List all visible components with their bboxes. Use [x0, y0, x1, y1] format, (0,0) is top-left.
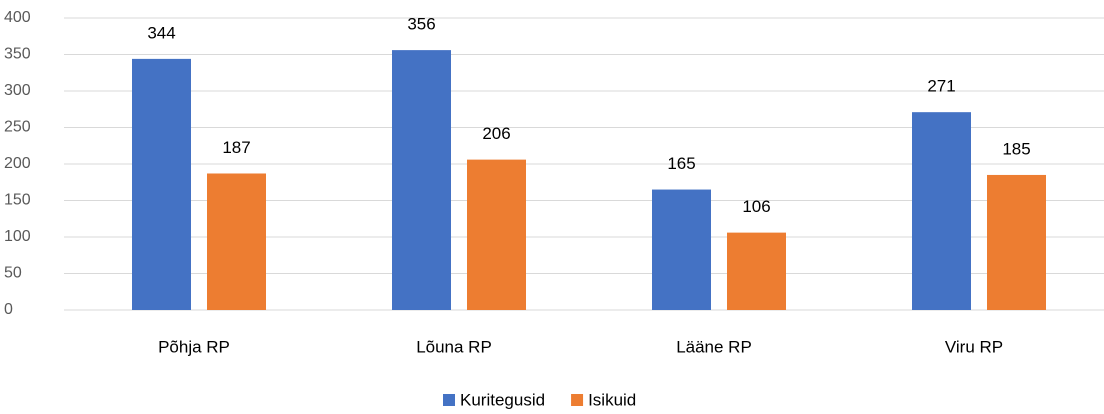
data-label: 106 [742, 197, 770, 216]
y-tick-label: 400 [4, 9, 31, 26]
legend-label: Isikuid [588, 390, 636, 409]
data-label: 271 [927, 77, 955, 96]
x-tick-label: Lõuna RP [416, 337, 492, 356]
y-tick-label: 0 [4, 301, 13, 318]
y-tick-label: 250 [4, 119, 31, 136]
data-label: 356 [407, 15, 435, 34]
bar [392, 50, 451, 311]
y-tick-label: 150 [4, 192, 31, 209]
bar [652, 189, 711, 310]
bar [912, 112, 971, 310]
data-label: 187 [222, 138, 250, 157]
x-tick-label: Põhja RP [158, 337, 230, 356]
data-label: 185 [1002, 139, 1030, 158]
y-tick-label: 50 [4, 265, 22, 282]
data-label: 206 [482, 124, 510, 143]
legend-label: Kuritegusid [460, 390, 545, 409]
bar [727, 232, 786, 310]
x-tick-label: Viru RP [945, 337, 1003, 356]
y-tick-label: 350 [4, 46, 31, 63]
legend-swatch [571, 394, 584, 406]
y-tick-label: 200 [4, 155, 31, 172]
data-label: 344 [147, 23, 175, 42]
legend-swatch [443, 394, 455, 406]
y-tick-label: 300 [4, 82, 31, 99]
y-tick-label: 100 [4, 228, 31, 245]
x-tick-label: Lääne RP [676, 337, 752, 356]
bar [467, 159, 526, 310]
bar [132, 58, 191, 310]
bar [207, 173, 266, 310]
bar [987, 174, 1046, 310]
data-label: 165 [667, 154, 695, 173]
